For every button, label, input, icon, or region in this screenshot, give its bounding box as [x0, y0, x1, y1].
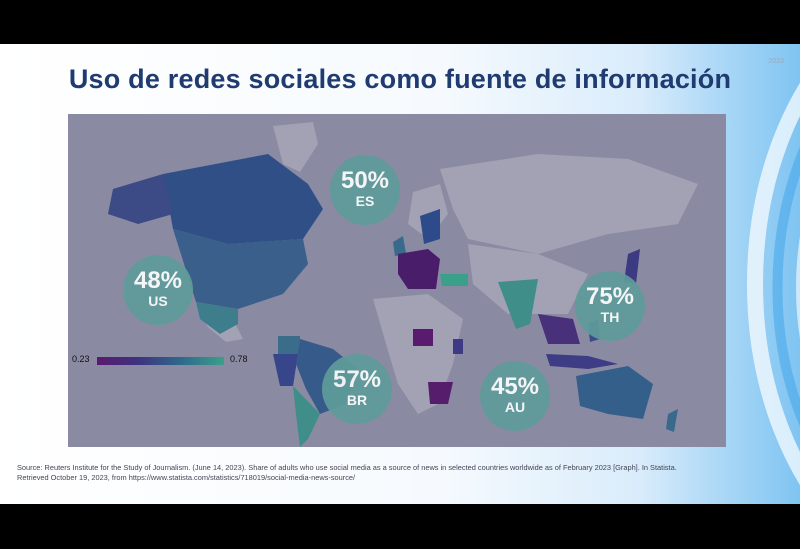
europe-west-shape [398, 249, 440, 289]
asia-mid-shape [468, 244, 588, 314]
callout-au-code: AU [504, 399, 526, 415]
slide: Uso de redes sociales como fuente de inf… [0, 44, 800, 504]
slide-title: Uso de redes sociales como fuente de inf… [68, 64, 732, 94]
callout-es: 50% ES [330, 155, 400, 225]
india-shape [498, 279, 538, 329]
callout-th-value: 75% [585, 283, 635, 310]
new-zealand-shape [666, 409, 678, 432]
kenya-shape [453, 339, 463, 354]
nigeria-shape [413, 329, 433, 346]
callout-us: 48% US [123, 255, 193, 325]
greenland-shape [273, 122, 318, 172]
corner-mark: 2023 [768, 58, 784, 65]
legend-gradient-bar [97, 357, 224, 365]
uk-shape [393, 236, 406, 256]
scandinavia-shape [420, 209, 440, 244]
peru-shape [273, 354, 298, 386]
callout-es-value: 50% [340, 167, 390, 194]
callout-br-value: 57% [332, 366, 382, 393]
mexico-shape [196, 302, 238, 334]
south-africa-shape [428, 382, 453, 404]
callout-au-value: 45% [490, 373, 540, 400]
argentina-chile-shape [293, 386, 320, 447]
callout-br: 57% BR [322, 354, 392, 424]
indonesia-shape [546, 354, 618, 369]
alaska-shape [108, 174, 173, 224]
usa-shape [173, 229, 308, 309]
callout-au: 45% AU [480, 361, 550, 431]
callout-us-value: 48% [133, 267, 183, 294]
australia-shape [576, 366, 653, 419]
decorative-swirl [747, 83, 800, 485]
legend-min-label: 0.23 [72, 354, 90, 364]
se-asia-shape [538, 314, 580, 344]
callout-us-code: US [148, 293, 168, 309]
callout-es-code: ES [355, 193, 375, 209]
legend-max-label: 0.78 [230, 354, 248, 364]
russia-shape [440, 154, 698, 254]
colombia-shape [278, 336, 300, 354]
callout-br-code: BR [346, 392, 368, 408]
callout-th: 75% TH [575, 271, 645, 341]
callout-th-code: TH [600, 309, 620, 325]
turkey-shape [440, 274, 468, 286]
source-citation: Source: Reuters Institute for the Study … [17, 463, 677, 482]
canada-shape [163, 154, 323, 244]
